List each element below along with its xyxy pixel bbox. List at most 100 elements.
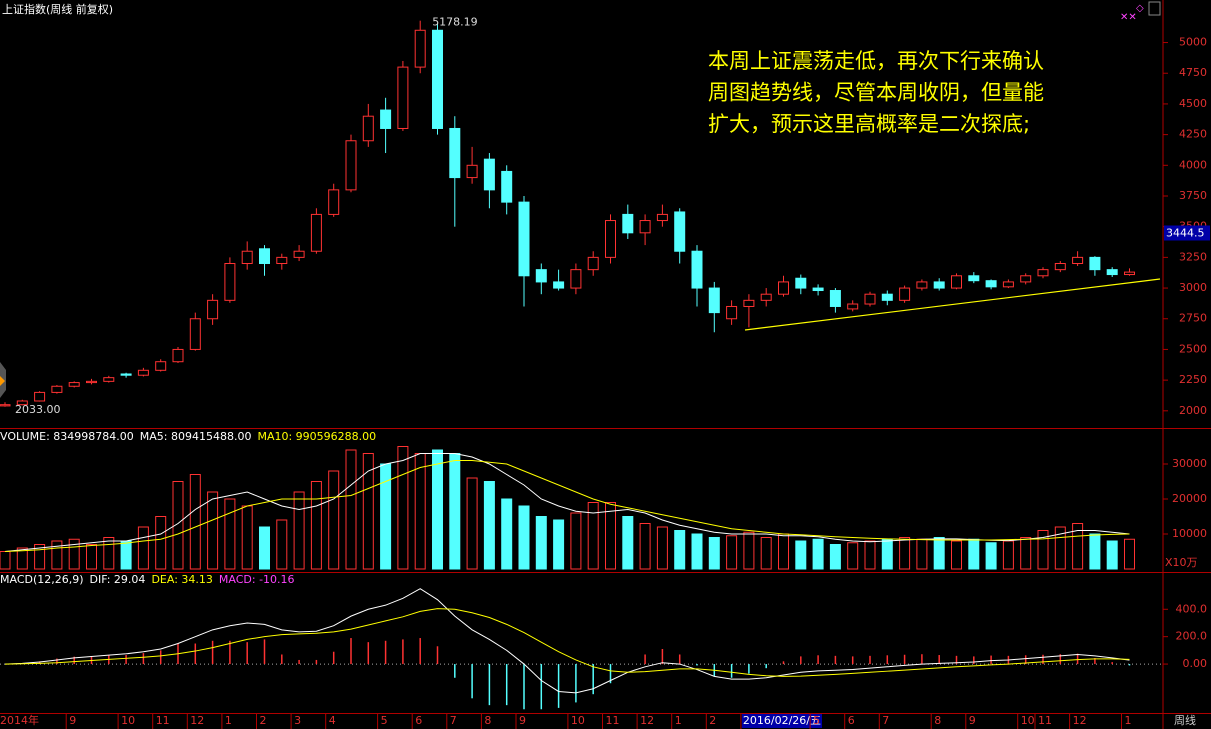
candle-body [1072, 256, 1084, 265]
y-tick-label: 2000 [1179, 404, 1207, 417]
volume-bar [310, 481, 322, 570]
volume-bar [345, 449, 357, 570]
x-tick-label-current: 2016/02/26/五 [743, 714, 821, 727]
volume-bar [137, 526, 149, 570]
candle-body [397, 66, 409, 129]
x-tick-label: 2014年 [0, 713, 39, 727]
candle-body [1020, 275, 1032, 283]
candle-body [362, 115, 374, 142]
volume-bar [778, 533, 789, 570]
volume-bar [397, 446, 409, 570]
volume-bar [414, 453, 426, 570]
last-price-label: 3444.5 [1166, 226, 1205, 239]
volume-bar [743, 531, 755, 570]
candle-body [432, 29, 443, 129]
volume-bar [103, 537, 115, 570]
x-tick-label: 9 [69, 714, 76, 727]
x-tick-label: 2 [260, 714, 267, 727]
candle-body [708, 287, 720, 314]
volume-bar [933, 537, 945, 570]
y-tick-label: 2500 [1179, 342, 1207, 355]
candle-body [155, 361, 167, 371]
y-tick-label: 0.00 [1183, 657, 1208, 670]
volume-bar [224, 498, 236, 570]
volume-bar [0, 551, 11, 570]
volume-bar [16, 547, 28, 570]
candle-body [345, 140, 357, 191]
candle-body [328, 189, 340, 215]
x-tick-label: 10 [1021, 714, 1035, 727]
panel-header: DIF: 29.04 [90, 573, 146, 586]
x-tick-label: 5 [381, 714, 388, 727]
candle-body [795, 277, 807, 289]
candle-body [137, 369, 149, 376]
candle-body [726, 305, 738, 320]
diamond-icon[interactable]: ◇ [1136, 3, 1144, 14]
volume-bar [172, 481, 184, 570]
candle-body [293, 250, 305, 258]
x-tick-label: 3 [294, 714, 301, 727]
y-tick-label: 4750 [1179, 66, 1207, 79]
candle-body [778, 281, 789, 295]
candle-body [86, 380, 97, 384]
y-tick-label: 4500 [1179, 97, 1207, 110]
panel-header: DEA: 34.13 [151, 573, 212, 586]
volume-bar [726, 535, 738, 570]
volume-bar [1002, 540, 1014, 570]
candle-body [483, 158, 495, 191]
candle-body [622, 213, 634, 234]
x-tick-label: 8 [484, 714, 491, 727]
candle-body [916, 281, 928, 289]
annotation: 扩大，预示这里高概率是二次探底; [708, 112, 1030, 136]
volume-bar [605, 502, 616, 570]
y-tick-label: 3750 [1179, 189, 1207, 202]
y-tick-label: 20000 [1172, 492, 1207, 505]
volume-bar [847, 542, 859, 570]
volume-bar [674, 530, 686, 570]
x-tick-label: 5 [813, 714, 820, 727]
volume-bar [760, 537, 772, 570]
candle-body [51, 385, 63, 393]
panel-header: MA5: 809415488.00 [140, 430, 252, 443]
candle-body [189, 318, 201, 350]
x-tick-label: 10 [571, 714, 585, 727]
volume-bar [951, 540, 962, 570]
y-tick-label: 3250 [1179, 250, 1207, 263]
candle-body [760, 293, 772, 301]
current-date-box [741, 714, 823, 728]
x-tick-label: 1 [675, 714, 682, 727]
candle-body [1089, 256, 1101, 271]
x-tick-label: 6 [848, 714, 855, 727]
annotation: 周图趋势线，尽管本周收阴，但量能 [708, 81, 1044, 105]
window-icons[interactable]: ✕✕ [1120, 12, 1137, 23]
x-tick-label: 2 [709, 714, 716, 727]
candle-body [501, 170, 513, 203]
volume-bar [916, 538, 928, 570]
volume-bar [241, 505, 253, 570]
panel-header: MA10: 990596288.00 [257, 430, 376, 443]
volume-bar [829, 544, 841, 570]
candle-body [553, 281, 565, 289]
volume-bar [432, 449, 443, 570]
candle-body [224, 263, 236, 301]
period-label: 周线 [1174, 713, 1196, 727]
volume-bar [1072, 523, 1084, 570]
candle-body [570, 269, 582, 289]
x-tick-label: 11 [1038, 714, 1052, 727]
volume-bar [120, 540, 132, 570]
volume-bar [155, 516, 167, 570]
y-tick-label: 2250 [1179, 373, 1207, 386]
macd-line [4, 608, 1130, 677]
volume-bar [639, 523, 651, 570]
window-button[interactable] [1148, 1, 1161, 16]
max-label: 5178.19 [432, 16, 478, 29]
candle-body [0, 404, 11, 407]
candle-body [951, 275, 962, 289]
candle-body [103, 377, 115, 382]
x-tick-label: 11 [606, 714, 620, 727]
side-arrow [0, 376, 5, 386]
x-tick-label: 12 [190, 714, 204, 727]
candle-body [743, 299, 755, 307]
candle-body [1002, 281, 1014, 288]
x-tick-label: 9 [519, 714, 526, 727]
